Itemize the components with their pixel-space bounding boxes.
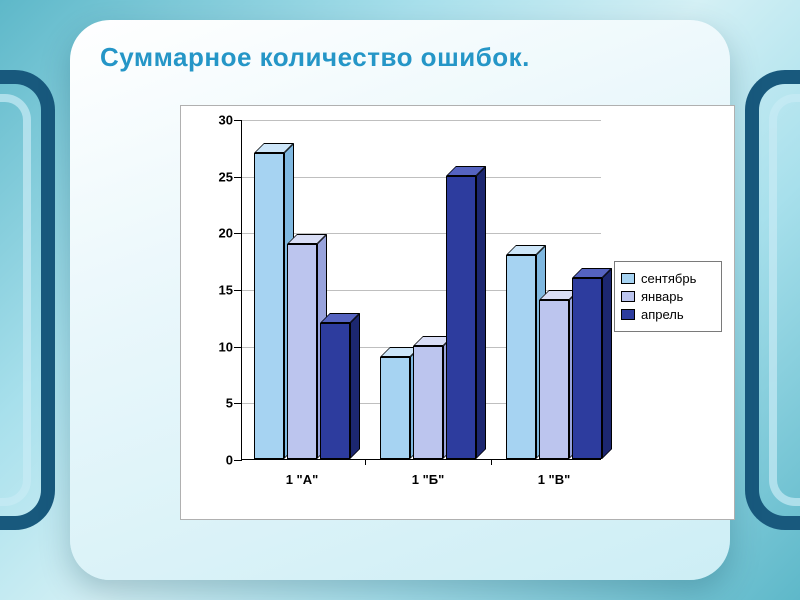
y-axis-label: 25: [193, 169, 233, 184]
legend-label: январь: [641, 289, 683, 304]
y-tick: [234, 403, 242, 404]
x-tick: [365, 459, 366, 465]
decor-bracket-left: [0, 70, 55, 530]
y-tick: [234, 290, 242, 291]
legend-label: сентябрь: [641, 271, 696, 286]
x-tick: [491, 459, 492, 465]
y-axis-label: 10: [193, 339, 233, 354]
grid-line: [242, 177, 601, 178]
y-tick: [234, 460, 242, 461]
y-tick: [234, 347, 242, 348]
y-tick: [234, 120, 242, 121]
legend-label: апрель: [641, 307, 684, 322]
legend-swatch: [621, 291, 635, 302]
bar: [539, 300, 569, 459]
grid-line: [242, 120, 601, 121]
y-tick: [234, 233, 242, 234]
y-axis-label: 30: [193, 113, 233, 128]
page-title: Суммарное количество ошибок.: [100, 42, 700, 73]
bar: [572, 278, 602, 459]
bar: [380, 357, 410, 459]
bar: [446, 176, 476, 459]
content-card: Суммарное количество ошибок. 0 5 10 15 20 25 3…: [70, 20, 730, 580]
x-axis-label: 1 "В": [538, 472, 571, 487]
y-axis-label: 0: [193, 453, 233, 468]
legend-item: апрель: [621, 307, 715, 322]
legend-swatch: [621, 309, 635, 320]
legend-item: сентябрь: [621, 271, 715, 286]
legend-item: январь: [621, 289, 715, 304]
y-tick: [234, 177, 242, 178]
bar: [506, 255, 536, 459]
legend-swatch: [621, 273, 635, 284]
errors-bar-chart: 0 5 10 15 20 25 30 1 "А" 1 "Б" 1 "В" сентябрь янва…: [180, 105, 735, 520]
bar: [320, 323, 350, 459]
x-axis-label: 1 "А": [286, 472, 319, 487]
chart-legend: сентябрь январь апрель: [614, 261, 722, 332]
y-axis-label: 15: [193, 283, 233, 298]
y-axis-label: 5: [193, 396, 233, 411]
decor-bracket-right: [745, 70, 800, 530]
x-axis-label: 1 "Б": [412, 472, 445, 487]
y-axis-label: 20: [193, 226, 233, 241]
bar: [254, 153, 284, 459]
bar: [287, 244, 317, 459]
bar: [413, 346, 443, 459]
